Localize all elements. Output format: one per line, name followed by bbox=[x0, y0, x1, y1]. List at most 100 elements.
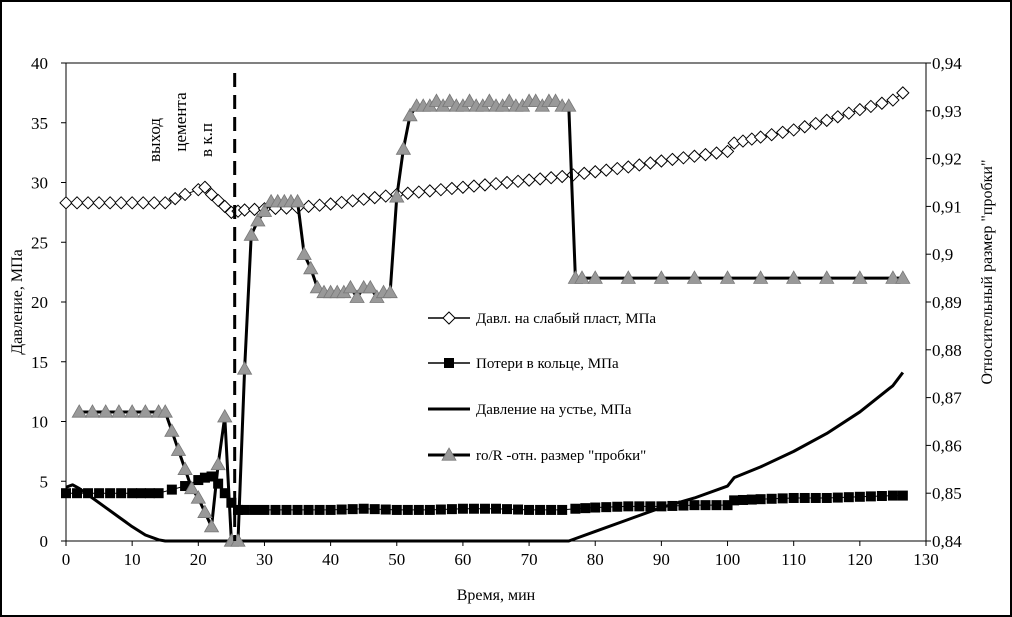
triangle-marker bbox=[461, 93, 478, 107]
square-marker bbox=[689, 500, 700, 511]
x-tick-label: 80 bbox=[587, 550, 604, 569]
square-marker bbox=[799, 492, 810, 503]
diamond-marker bbox=[643, 156, 658, 170]
y-right-tick-label: 0,94 bbox=[932, 54, 962, 73]
square-marker bbox=[249, 504, 260, 515]
square-marker bbox=[135, 488, 146, 499]
square-marker bbox=[623, 501, 634, 512]
diamond-marker bbox=[368, 190, 382, 205]
square-marker bbox=[424, 504, 435, 515]
diamond-marker bbox=[467, 179, 481, 193]
diamond-marker bbox=[853, 102, 867, 117]
x-tick-label: 90 bbox=[653, 550, 670, 569]
square-marker bbox=[336, 504, 347, 515]
y-right-tick-label: 0,88 bbox=[932, 341, 962, 360]
triangle-marker bbox=[481, 93, 498, 107]
square-marker bbox=[391, 504, 402, 515]
square-marker bbox=[358, 503, 369, 514]
y-left-tick-label: 15 bbox=[31, 353, 48, 372]
square-marker bbox=[557, 504, 568, 515]
square-marker bbox=[737, 494, 748, 505]
y-left-tick-label: 30 bbox=[31, 174, 48, 193]
triangle-marker bbox=[686, 270, 703, 284]
diamond-marker bbox=[864, 99, 878, 114]
y-axis-left-ticks: 0 5 10 15 20 25 30 35 40 bbox=[31, 54, 66, 551]
square-marker bbox=[153, 488, 164, 499]
triangle-marker bbox=[547, 93, 564, 107]
square-marker bbox=[144, 488, 155, 499]
square-marker bbox=[369, 504, 380, 515]
diamond-marker bbox=[610, 161, 624, 176]
square-marker bbox=[746, 494, 757, 505]
diamond-marker bbox=[379, 189, 393, 203]
diamond-marker bbox=[136, 196, 150, 210]
square-marker bbox=[612, 501, 623, 512]
triangle-marker bbox=[719, 270, 736, 284]
square-marker bbox=[303, 504, 314, 515]
square-marker bbox=[435, 504, 446, 515]
triangle-marker bbox=[309, 279, 326, 294]
square-marker bbox=[72, 488, 83, 499]
series-2 bbox=[65, 371, 905, 543]
square-marker bbox=[413, 504, 424, 515]
triangle-marker bbox=[217, 408, 233, 423]
triangle-marker bbox=[250, 212, 266, 227]
diamond-marker bbox=[500, 175, 514, 190]
triangle-marker bbox=[184, 480, 200, 495]
y-left-tick-label: 20 bbox=[31, 293, 48, 312]
triangle-marker bbox=[528, 93, 544, 107]
square-marker bbox=[281, 504, 292, 515]
square-marker bbox=[634, 501, 645, 512]
triangle-marker bbox=[442, 93, 458, 107]
square-marker bbox=[213, 478, 224, 489]
square-marker bbox=[546, 504, 557, 515]
square-marker bbox=[347, 504, 358, 515]
triangle-marker bbox=[98, 404, 114, 418]
square-marker bbox=[259, 504, 270, 515]
square-marker bbox=[314, 504, 325, 515]
triangle-marker bbox=[177, 461, 193, 475]
diamond-marker bbox=[875, 96, 889, 110]
square-marker bbox=[513, 504, 524, 515]
diamond-marker bbox=[334, 195, 349, 210]
diamond-marker bbox=[237, 203, 252, 217]
series-line bbox=[65, 371, 905, 543]
y-axis-right-ticks: 0,84 0,85 0,86 0,87 0,88 0,89 0,9 0,91 0,92 0,93 0… bbox=[926, 54, 962, 551]
annotation-line-3: в к.п bbox=[197, 123, 216, 157]
annotation-line-1: выход bbox=[145, 118, 164, 162]
diamond-marker bbox=[114, 196, 128, 210]
x-tick-label: 70 bbox=[521, 550, 538, 569]
diamond-marker bbox=[522, 173, 536, 187]
diamond-marker bbox=[533, 172, 547, 186]
y-left-tick-label: 40 bbox=[31, 54, 48, 73]
square-marker bbox=[180, 481, 191, 492]
triangle-marker bbox=[197, 504, 213, 518]
series-1 bbox=[61, 471, 908, 515]
diamond-marker bbox=[356, 192, 371, 206]
diamond-marker bbox=[764, 127, 779, 142]
square-marker bbox=[193, 475, 204, 486]
x-tick-label: 50 bbox=[388, 550, 405, 569]
diamond-marker bbox=[412, 185, 426, 199]
diamond-marker bbox=[654, 154, 669, 168]
diamond-marker bbox=[798, 120, 812, 134]
diamond-marker bbox=[544, 171, 558, 185]
triangle-marker bbox=[786, 270, 802, 284]
triangle-marker bbox=[111, 404, 127, 418]
triangle-marker bbox=[71, 404, 87, 418]
triangle-marker bbox=[84, 404, 101, 418]
diamond-marker bbox=[820, 113, 834, 128]
square-marker bbox=[239, 504, 250, 515]
diamond-marker bbox=[158, 196, 172, 210]
diamond-marker bbox=[478, 178, 492, 192]
square-marker bbox=[590, 502, 601, 513]
square-marker bbox=[446, 504, 457, 515]
y-right-tick-label: 0,89 bbox=[932, 293, 962, 312]
x-axis-ticks: 0 10 20 30 40 50 60 70 80 90 100 110 120 130 bbox=[62, 541, 939, 569]
annotation-line-2: цемента bbox=[171, 92, 190, 152]
y-right-tick-label: 0,9 bbox=[932, 245, 953, 264]
y-right-tick-label: 0,84 bbox=[932, 532, 962, 551]
square-marker bbox=[116, 488, 127, 499]
square-marker bbox=[402, 504, 413, 515]
square-marker bbox=[777, 493, 788, 504]
